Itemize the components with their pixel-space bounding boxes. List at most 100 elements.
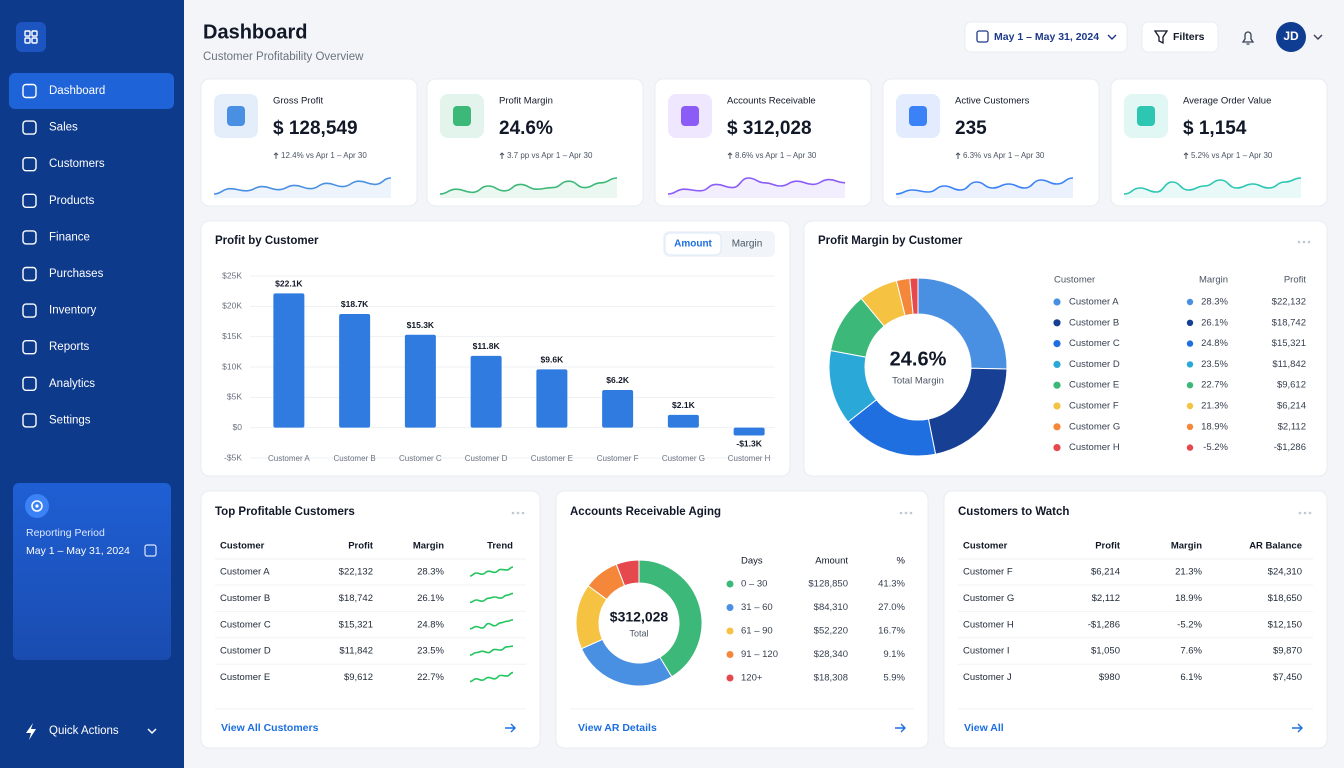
table-cell: 22.7% [417,672,444,683]
legend-percent: 5.9% [883,673,905,684]
legend-swatch [1186,402,1194,410]
calendar-icon[interactable] [144,544,157,557]
more-menu[interactable] [1303,511,1307,515]
more-menu[interactable] [909,511,913,515]
pie-slice [638,559,703,678]
notification-bell[interactable] [1241,31,1255,45]
nav-item[interactable]: Settings [49,414,91,426]
more-menu[interactable] [1298,511,1302,515]
filters[interactable]: Filters [1173,31,1205,43]
tab[interactable]: Amount [674,239,712,250]
nav-item[interactable]: Analytics [49,378,95,390]
nav-item[interactable]: Purchases [49,268,104,280]
table-cell: Customer D [220,646,271,657]
more-menu[interactable] [1297,240,1301,244]
center-label: Total [629,628,648,638]
legend-header: Customer [1054,275,1095,286]
filters-button[interactable] [1141,21,1219,53]
page-title: Dashboard [203,21,307,43]
legend-swatch [1053,340,1061,348]
quick-actions-icon [26,723,36,740]
kpi-value: $ 128,549 [273,118,358,139]
nav-icon [22,83,37,99]
period-icon [35,504,39,508]
table-cell: $1,050 [1091,646,1120,657]
legend-label: Customer D [1069,359,1120,370]
table-header: Profit [348,541,374,552]
more-menu[interactable] [899,511,903,515]
date-range-button[interactable] [964,21,1128,53]
nav-item[interactable]: Customers [49,158,105,170]
table-cell: $24,310 [1268,567,1302,578]
more-menu[interactable] [521,511,525,515]
avatar[interactable] [1276,22,1306,52]
table-cell: $18,650 [1268,593,1302,604]
table-cell: Customer F [963,567,1013,578]
legend-swatch [1053,423,1061,431]
tab[interactable]: Margin [732,239,763,250]
kpi-icon [453,106,471,126]
data-label: $15.3K [407,320,435,330]
period-value: May 1 – May 31, 2024 [26,545,130,557]
link-arrow[interactable] [1292,723,1303,733]
legend-amount: $84,310 [814,602,848,613]
card-link[interactable]: View All Customers [221,722,319,734]
logo[interactable] [16,22,46,52]
table-header: Margin [413,541,444,552]
more-menu[interactable] [1307,240,1311,244]
legend-label: Customer C [1069,338,1120,349]
legend-swatch [1186,298,1194,306]
bar [733,427,765,436]
nav-active [9,73,174,109]
quick-actions[interactable]: Quick Actions [49,725,119,737]
nav-item[interactable]: Sales [49,122,78,134]
table-cell: $980 [1099,672,1120,683]
legend-margin: 24.8% [1201,338,1228,349]
legend-label: Customer E [1069,380,1119,391]
legend-swatch [1053,444,1061,452]
card [200,78,418,207]
legend-swatch [1186,444,1194,451]
link-arrow[interactable] [895,723,906,733]
page-subtitle: Customer Profitability Overview [203,51,364,63]
more-menu[interactable] [904,511,908,515]
more-menu[interactable] [516,511,520,515]
sparkline-area [214,178,391,198]
nav-item[interactable]: Inventory [49,305,97,317]
legend-header: Margin [1199,275,1228,286]
more-menu[interactable] [1308,511,1312,515]
chevron[interactable] [1313,34,1323,40]
table-cell: $11,842 [339,646,373,657]
date-range: May 1 – May 31, 2024 [994,31,1099,43]
kpi-value: 235 [955,118,987,139]
nav-icon [22,413,37,428]
pie-slice [917,277,1008,370]
legend-percent: 9.1% [883,649,905,660]
nav-item[interactable]: Products [49,195,95,207]
card-title: Top Profitable Customers [215,506,355,518]
nav-item[interactable]: Dashboard [49,85,105,97]
up-arrow [273,152,279,159]
more-menu[interactable] [1302,240,1306,244]
table-cell: 28.3% [417,567,444,578]
up-arrow [727,152,733,159]
table-cell: 23.5% [417,646,444,657]
nav-item[interactable]: Finance [49,231,90,243]
x-tick-label: Customer A [268,454,310,463]
reporting-period-card [13,483,171,660]
nav-item[interactable]: Reports [49,341,90,353]
card-link[interactable]: View All [964,722,1004,734]
pie-slice [615,559,640,587]
tab-active [664,232,722,256]
card [426,78,644,207]
legend-margin: 22.7% [1201,380,1228,391]
bar [339,313,371,428]
legend-swatch [1186,382,1194,389]
sparkline [469,619,514,630]
link-arrow[interactable] [505,723,516,733]
card-link[interactable]: View AR Details [578,722,657,734]
table-cell: $6,214 [1091,567,1120,578]
more-menu[interactable] [511,511,515,515]
sparkline-area [440,178,617,198]
